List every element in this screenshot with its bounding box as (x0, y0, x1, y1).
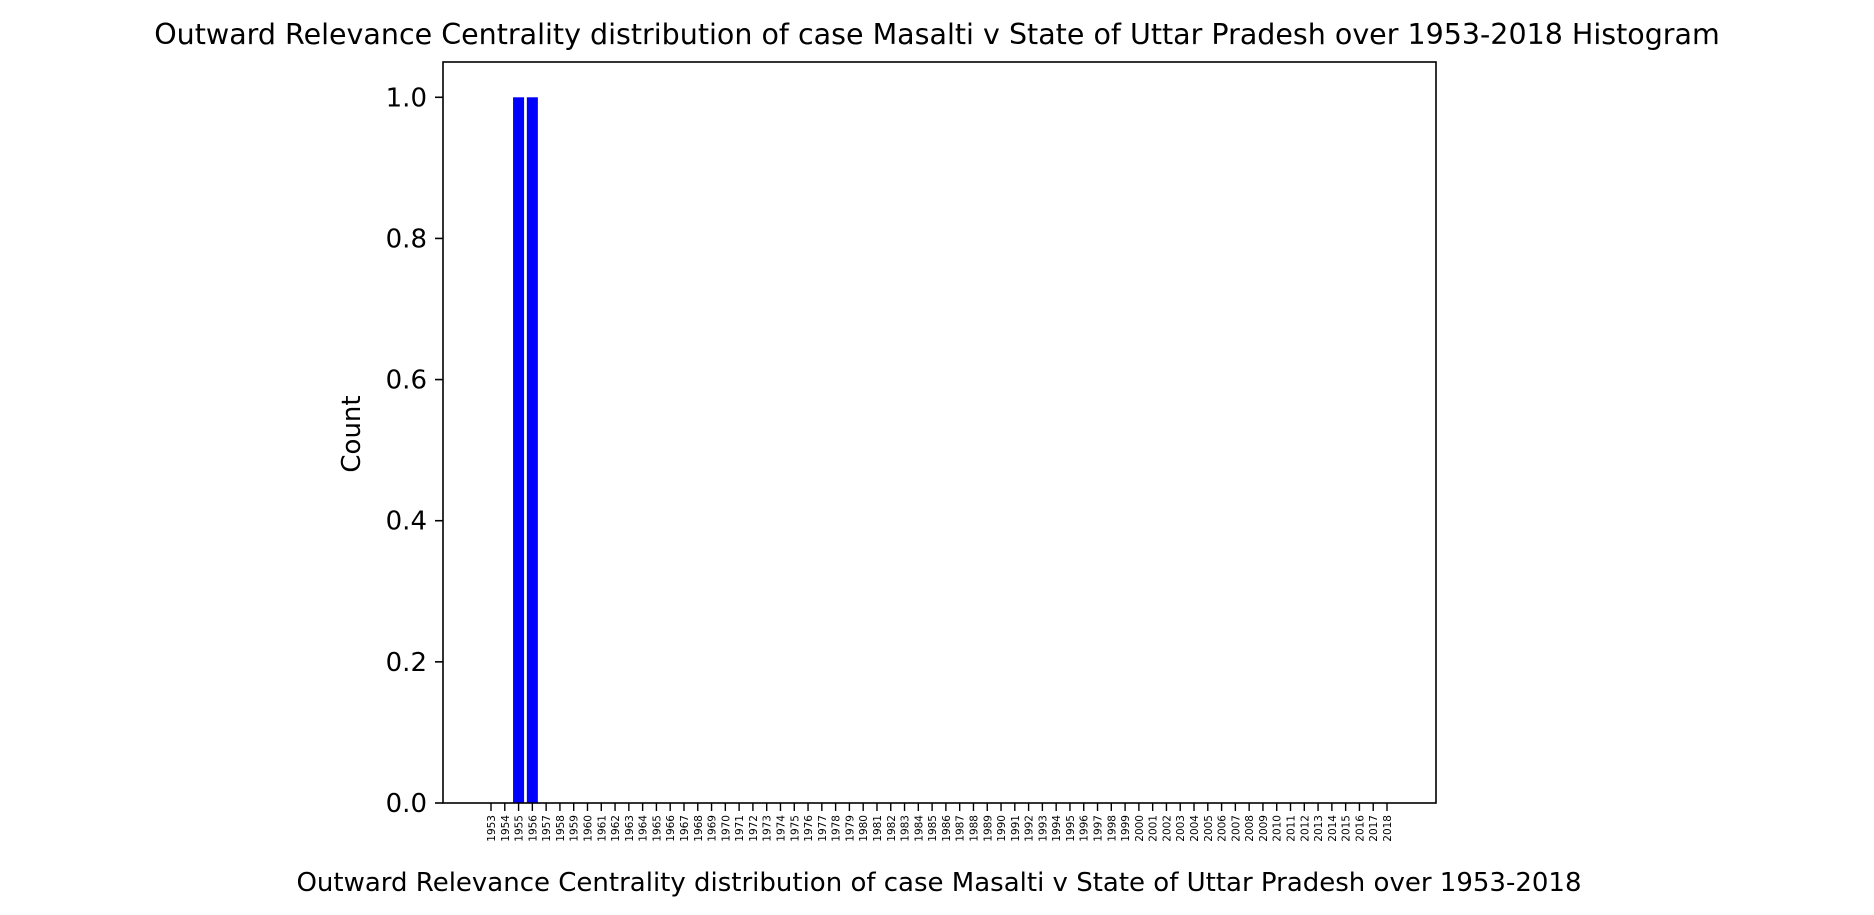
x-tick-label-1994: 1994 (1051, 815, 1063, 842)
x-tick-label-1986: 1986 (941, 815, 953, 842)
x-tick-label-1977: 1977 (817, 815, 829, 842)
x-tick-label-1983: 1983 (900, 815, 912, 842)
x-tick-label-1962: 1962 (610, 815, 622, 842)
x-tick-label-1996: 1996 (1079, 815, 1091, 842)
bar-1956 (526, 97, 538, 804)
y-tick-label: 0.2 (386, 648, 427, 678)
x-tick-label-1968: 1968 (693, 815, 705, 842)
x-tick-label-2009: 2009 (1258, 815, 1270, 842)
x-tick-label-1989: 1989 (982, 815, 994, 842)
x-tick-label-1988: 1988 (968, 815, 980, 842)
x-tick-label-2006: 2006 (1217, 815, 1229, 842)
x-tick-label-1992: 1992 (1024, 815, 1036, 842)
x-tick-label-1974: 1974 (775, 815, 787, 842)
x-tick-label-1971: 1971 (734, 815, 746, 842)
y-axis-label: Count (337, 395, 367, 472)
x-axis-label: Outward Relevance Centrality distributio… (296, 868, 1581, 898)
x-tick-label-1978: 1978 (831, 815, 843, 842)
x-tick-label-2000: 2000 (1134, 815, 1146, 842)
x-tick-label-1980: 1980 (858, 815, 870, 842)
x-tick-label-1961: 1961 (596, 815, 608, 842)
x-tick-label-1966: 1966 (665, 815, 677, 842)
y-axis: 0.0 0.2 0.4 0.6 0.8 1.0 (386, 83, 443, 819)
x-tick-label-2017: 2017 (1368, 815, 1380, 842)
x-tick-label-2013: 2013 (1313, 815, 1325, 842)
x-tick-label-1960: 1960 (582, 815, 594, 842)
x-tick-label-1964: 1964 (638, 815, 650, 842)
x-tick-label-1976: 1976 (803, 815, 815, 842)
x-tick-label-2015: 2015 (1341, 815, 1353, 842)
x-tick-label-1997: 1997 (1093, 815, 1105, 842)
x-tick-label-1955: 1955 (514, 815, 526, 842)
x-tick-label-1998: 1998 (1106, 815, 1118, 842)
x-tick-label-1985: 1985 (927, 815, 939, 842)
x-tick-label-1993: 1993 (1037, 815, 1049, 842)
y-tick-label: 0.8 (386, 224, 427, 254)
x-tick-label-1972: 1972 (748, 815, 760, 842)
x-tick-label-2016: 2016 (1354, 815, 1366, 842)
plot-frame (442, 61, 1437, 804)
x-tick-label-1967: 1967 (679, 815, 691, 842)
x-tick-label-1959: 1959 (569, 815, 581, 842)
y-tick-label: 0.6 (386, 366, 427, 396)
x-tick-label-1990: 1990 (996, 815, 1008, 842)
x-tick-label-2008: 2008 (1244, 815, 1256, 842)
x-tick-label-1982: 1982 (886, 815, 898, 842)
x-tick-label-2010: 2010 (1272, 815, 1284, 842)
x-tick-label-1958: 1958 (555, 815, 567, 842)
x-tick-label-1969: 1969 (707, 815, 719, 842)
x-tick-label-1987: 1987 (955, 815, 967, 842)
x-tick-label-1957: 1957 (541, 815, 553, 842)
x-tick-label-2018: 2018 (1382, 815, 1394, 842)
x-axis: 1953 1954 1955 1956 1957 1958 1959 1960 1961 1962… (486, 803, 1394, 842)
y-tick-label: 0.0 (386, 789, 427, 819)
x-tick-label-1999: 1999 (1120, 815, 1132, 842)
x-tick-label-1984: 1984 (913, 815, 925, 842)
x-tick-label-2014: 2014 (1327, 815, 1339, 842)
bar-1955 (513, 97, 525, 804)
x-tick-label-1956: 1956 (527, 815, 539, 842)
x-tick-label-1954: 1954 (500, 815, 512, 842)
x-tick-label-2002: 2002 (1161, 815, 1173, 842)
x-tick-label-1970: 1970 (720, 815, 732, 842)
x-tick-label-1963: 1963 (624, 815, 636, 842)
y-tick-label: 0.4 (386, 507, 427, 537)
x-tick-label-1965: 1965 (651, 815, 663, 842)
x-tick-label-1995: 1995 (1065, 815, 1077, 842)
x-tick-label-2011: 2011 (1286, 815, 1298, 842)
x-tick-label-2003: 2003 (1175, 815, 1187, 842)
x-tick-label-2012: 2012 (1299, 815, 1311, 842)
x-tick-label-2004: 2004 (1189, 815, 1201, 842)
x-tick-label-1991: 1991 (1010, 815, 1022, 842)
x-tick-label-2005: 2005 (1203, 815, 1215, 842)
x-tick-label-1973: 1973 (762, 815, 774, 842)
bars-group (513, 97, 538, 804)
x-tick-label-1975: 1975 (789, 815, 801, 842)
x-tick-label-1981: 1981 (872, 815, 884, 842)
chart-title: Outward Relevance Centrality distributio… (154, 18, 1720, 51)
y-tick-label: 1.0 (386, 83, 427, 113)
x-tick-label-1979: 1979 (844, 815, 856, 842)
x-tick-label-2007: 2007 (1230, 815, 1242, 842)
x-tick-label-2001: 2001 (1148, 815, 1160, 842)
x-tick-label-1953: 1953 (486, 815, 498, 842)
